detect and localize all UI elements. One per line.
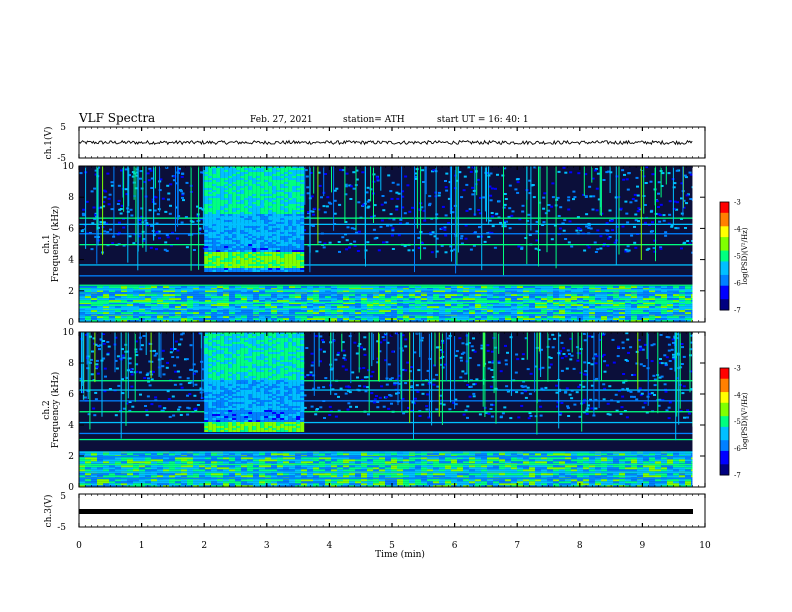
xtick-label: 3: [264, 541, 270, 551]
colorbar-tick: -5: [734, 418, 741, 426]
ch1-colorbar-label: log(PSD)(V²/Hz): [741, 227, 749, 284]
spectral-line: [79, 289, 693, 291]
colorbar-tick: -7: [734, 472, 741, 480]
spectral-line: [79, 301, 693, 303]
xtick-label: 2: [201, 541, 207, 551]
ch3-ytick-bottom: -5: [57, 523, 66, 533]
ch2-colorbar-ticks: -3 -4 -5 -6 -7: [734, 365, 741, 480]
spectral-line: [79, 308, 693, 310]
ch3-wave-ylabel: ch.3(V): [43, 495, 54, 528]
ytick-label: 2: [68, 287, 74, 297]
ch1-colorbar-ticks: -3 -4 -5 -6 -7: [734, 199, 741, 315]
colorbar-tick: -4: [734, 226, 741, 234]
xtick-label: 1: [139, 541, 145, 551]
ch3-waveform-line: [79, 509, 693, 514]
ytick-label: 0: [68, 483, 74, 493]
spectral-line: [79, 264, 693, 266]
colorbar-tick: -6: [734, 445, 741, 453]
spectral-line: [79, 471, 693, 473]
ytick-label: 4: [68, 256, 74, 266]
ch2-colorbar: -3 -4 -5 -6 -7 log(PSD)(V²/Hz): [719, 365, 749, 480]
spectral-line: [79, 477, 693, 479]
ytick-label: 10: [63, 328, 75, 338]
spectral-line: [79, 400, 693, 402]
station-label: station= ATH: [343, 115, 405, 125]
spectral-line: [79, 314, 693, 316]
emission-burst: [204, 332, 305, 432]
xtick-label: 6: [452, 541, 458, 551]
xtick-label: 5: [389, 541, 395, 551]
spectral-line: [79, 456, 693, 458]
ch1-spec-yticks: 0 2 4 6 8 10: [63, 162, 705, 328]
spectral-line: [79, 217, 693, 219]
spectral-line: [79, 432, 693, 435]
ch2-spec-ylabel: Frequency (kHz): [50, 372, 61, 449]
colorbar-tick: -5: [734, 253, 741, 261]
ch2-spectrogram-panel: 0 2 4 6 8 10 ch.2 Frequency (kHz): [42, 328, 706, 493]
spectral-line: [79, 463, 693, 466]
spectral-line: [79, 380, 693, 382]
ytick-label: 2: [68, 452, 74, 462]
xtick-label: 7: [514, 541, 520, 551]
ytick-label: 6: [68, 390, 74, 400]
spectral-line: [79, 438, 693, 441]
ch1-colorbar: -3 -4 -5 -6 -7 log(PSD)(V²/Hz): [719, 199, 749, 315]
ytick-label: 10: [63, 162, 75, 172]
start-time-label: start UT = 16: 40: 1: [437, 115, 529, 125]
ytick-label: 6: [68, 224, 74, 234]
spectral-line: [79, 275, 693, 277]
ch1-waveform-line: [78, 139, 693, 146]
ytick-label: 8: [68, 193, 74, 203]
emission-burst: [204, 166, 305, 272]
ch3-ytick-top: 5: [60, 492, 66, 502]
spectral-line: [79, 233, 693, 235]
ch1-ytick-bottom: -5: [57, 154, 66, 164]
spectral-line: [79, 292, 693, 294]
colorbar-tick: -6: [734, 280, 741, 288]
ytick-label: 0: [68, 318, 74, 328]
spectral-line: [79, 244, 693, 246]
colorbar-tick: -3: [734, 365, 741, 373]
spectral-line: [79, 451, 693, 453]
ch3-waveform-panel: 5 -5 ch.3(V): [43, 492, 706, 533]
spectral-line: [79, 284, 693, 286]
spectral-line: [79, 421, 693, 424]
ch1-spectrogram-panel: 0 2 4 6 8 10 ch.1 Frequency (kHz): [42, 162, 706, 328]
colorbar-tick: -3: [734, 199, 741, 207]
spectral-line: [79, 223, 693, 225]
colorbar-tick: -4: [734, 391, 741, 399]
ch1-ytick-top: 5: [60, 123, 66, 133]
ch2-colorbar-label: log(PSD)(V²/Hz): [741, 392, 749, 449]
ch2-spectrogram-heatmap: [79, 332, 705, 488]
x-axis-label: Time (min): [375, 549, 425, 560]
ch1-waveform-panel: 5 -5 ch.1(V): [43, 123, 706, 164]
ch1-wave-ylabel: ch.1(V): [43, 127, 54, 160]
xtick-label: 0: [76, 541, 82, 551]
colorbar-tick: -7: [734, 307, 741, 315]
xtick-label: 8: [577, 541, 583, 551]
x-axis-ticks: 0 1 2 3 4 5 6 7 8 9 10: [76, 127, 711, 551]
xtick-label: 9: [640, 541, 646, 551]
ytick-label: 4: [68, 421, 74, 431]
ch1-spectrogram-heatmap: [79, 166, 705, 323]
ch2-spec-channel-label: ch.2: [42, 400, 52, 419]
ch1-spec-channel-label: ch.1: [42, 234, 52, 253]
xtick-label: 10: [699, 541, 711, 551]
date-label: Feb. 27, 2021: [250, 115, 313, 125]
ch2-spec-yticks: 0 2 4 6 8 10: [63, 328, 705, 493]
ytick-label: 8: [68, 359, 74, 369]
xtick-label: 4: [327, 541, 333, 551]
spectral-line: [79, 389, 693, 391]
figure-title: VLF Spectra: [78, 111, 155, 125]
spectral-line: [79, 411, 693, 413]
ch1-spec-ylabel: Frequency (kHz): [50, 206, 61, 283]
